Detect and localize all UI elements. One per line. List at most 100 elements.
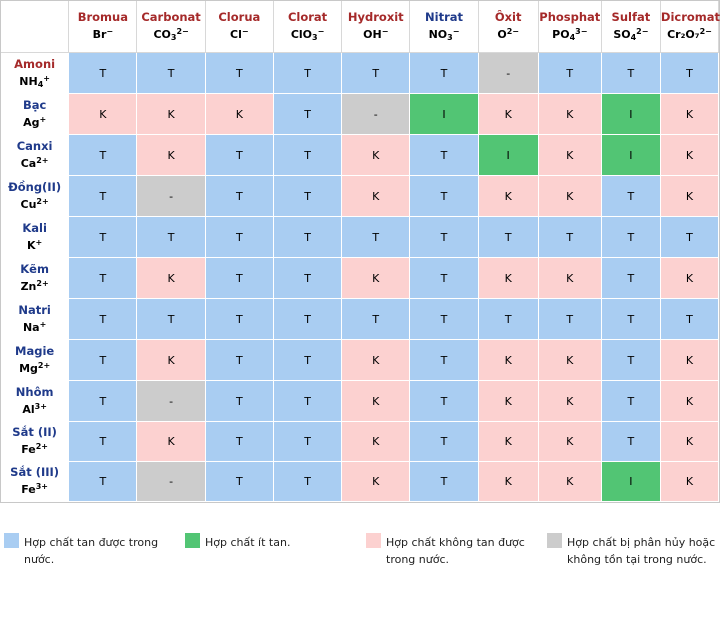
ion-charge: 2+ (36, 155, 49, 165)
solubility-cell: K (660, 94, 719, 135)
ion-base: ClO (290, 28, 313, 41)
ion-formula: PO43− (539, 27, 601, 43)
table-row: Canxi Ca2+ T K T T K T I K I K (1, 135, 719, 176)
solubility-cell: K (342, 135, 411, 176)
table-row: Đồng(II) Cu2+ T - T T K T K K T K (1, 176, 719, 217)
solubility-cell: T (137, 53, 206, 94)
solubility-cell: - (342, 94, 411, 135)
ion-base: Cu (20, 197, 37, 211)
solubility-cell: K (478, 462, 539, 502)
anion-name: Hydroxit (347, 10, 404, 24)
ion-subscript: 3 (170, 33, 177, 42)
solubility-cell: T (410, 217, 479, 258)
solubility-cell: K (478, 258, 539, 299)
solubility-cell: T (69, 258, 138, 299)
ion-charge: + (43, 73, 50, 83)
solubility-cell: T (273, 217, 343, 258)
table-row: Sắt (II) Fe2+ T K T T K T K K T K (1, 422, 719, 462)
solubility-cell: K (660, 422, 719, 462)
solubility-cell: T (478, 299, 539, 340)
anion-header: Sulfat SO42− (601, 1, 661, 53)
legend-swatch (185, 533, 200, 548)
legend-swatch (366, 533, 381, 548)
solubility-cell: - (137, 176, 206, 217)
cation-header: Đồng(II) Cu2+ (1, 176, 70, 217)
ion-formula: Cu2+ (1, 197, 68, 213)
ion-formula: Br− (69, 27, 136, 43)
solubility-cell: T (410, 340, 479, 381)
solubility-cell: K (478, 94, 539, 135)
solubility-cell: T (137, 217, 206, 258)
solubility-cell: K (538, 258, 602, 299)
anion-name: Sulfat (611, 10, 651, 24)
cation-header: Nhôm Al3+ (1, 381, 70, 422)
legend-text: Hợp chất bị phân hủy hoặc không tồn tại … (567, 536, 716, 566)
ion-charge: 2− (699, 27, 712, 36)
solubility-cell: K (538, 135, 602, 176)
ion-charge: + (35, 237, 43, 247)
solubility-cell: T (205, 53, 274, 94)
ion-formula: Ca2+ (1, 156, 68, 172)
ion-formula: SO42− (602, 27, 660, 43)
cation-name: Kẽm (20, 261, 49, 276)
solubility-cell: T (660, 217, 719, 258)
ion-subscript: 4 (569, 33, 576, 42)
solubility-cell: T (69, 381, 138, 422)
ion-formula: ClO3− (274, 27, 341, 43)
anion-header: Nitrat NO3− (410, 1, 479, 53)
anion-name: Bromua (77, 10, 128, 24)
solubility-cell: I (601, 135, 661, 176)
anion-header: Ôxit O2− (478, 1, 539, 53)
solubility-cell: K (342, 381, 411, 422)
cation-header: Sắt (II) Fe2+ (1, 422, 70, 462)
legend-swatch (4, 533, 19, 548)
solubility-cell: K (660, 176, 719, 217)
ion-formula: Ag+ (1, 115, 68, 131)
solubility-cell: K (478, 381, 539, 422)
ion-base: Mg (19, 361, 38, 375)
ion-base: CO (153, 28, 171, 41)
ion-charge: 2+ (37, 360, 51, 370)
cation-header: Kali K+ (1, 217, 70, 258)
cation-header: Bạc Ag+ (1, 94, 70, 135)
ion-charge: − (241, 27, 249, 36)
anion-name: Dicromat (660, 10, 720, 24)
solubility-cell: I (478, 135, 539, 176)
solubility-cell: T (660, 53, 719, 94)
solubility-cell: T (410, 422, 479, 462)
solubility-cell: T (205, 217, 274, 258)
solubility-cell: K (205, 94, 274, 135)
ion-base: Na (22, 320, 40, 334)
solubility-cell: K (478, 176, 539, 217)
ion-base: NH (19, 74, 38, 88)
table-row: Bạc Ag+ K K K T - I K K I K (1, 94, 719, 135)
solubility-cell: T (69, 217, 138, 258)
anion-header-row: Bromua Br− Carbonat CO32− Clorua Cl− Clorat ClO… (1, 1, 720, 53)
legend-text: Hợp chất không tan được trong nước. (386, 536, 525, 566)
solubility-cell: T (205, 462, 274, 502)
solubility-cell: T (205, 135, 274, 176)
legend-text: Hợp chất tan được trong nước. (24, 536, 159, 566)
anion-name: Clorat (287, 10, 328, 24)
ion-base: Br (92, 28, 107, 41)
solubility-cell: T (205, 258, 274, 299)
ion-charge: 3+ (34, 401, 47, 411)
solubility-cell: K (660, 462, 719, 502)
solubility-cell: T (273, 258, 343, 299)
solubility-cell: K (660, 381, 719, 422)
solubility-cell: T (410, 381, 479, 422)
solubility-cell: K (478, 340, 539, 381)
table-row: Magie Mg2+ T K T T K T K K T K (1, 340, 719, 381)
ion-base: K (27, 238, 36, 252)
solubility-cell: T (601, 381, 661, 422)
table-row: Nhôm Al3+ T - T T K T K K T K (1, 381, 719, 422)
ion-formula: Cl− (206, 27, 273, 43)
solubility-cell: T (342, 217, 411, 258)
solubility-cell: T (410, 258, 479, 299)
table-row: Kẽm Zn2+ T K T T K T K K T K (1, 258, 719, 299)
ion-charge: 2− (506, 27, 519, 36)
ion-charge: − (381, 27, 389, 36)
solubility-cell: T (69, 135, 138, 176)
anion-header: Clorat ClO3− (273, 1, 343, 53)
solubility-cell: T (273, 422, 343, 462)
